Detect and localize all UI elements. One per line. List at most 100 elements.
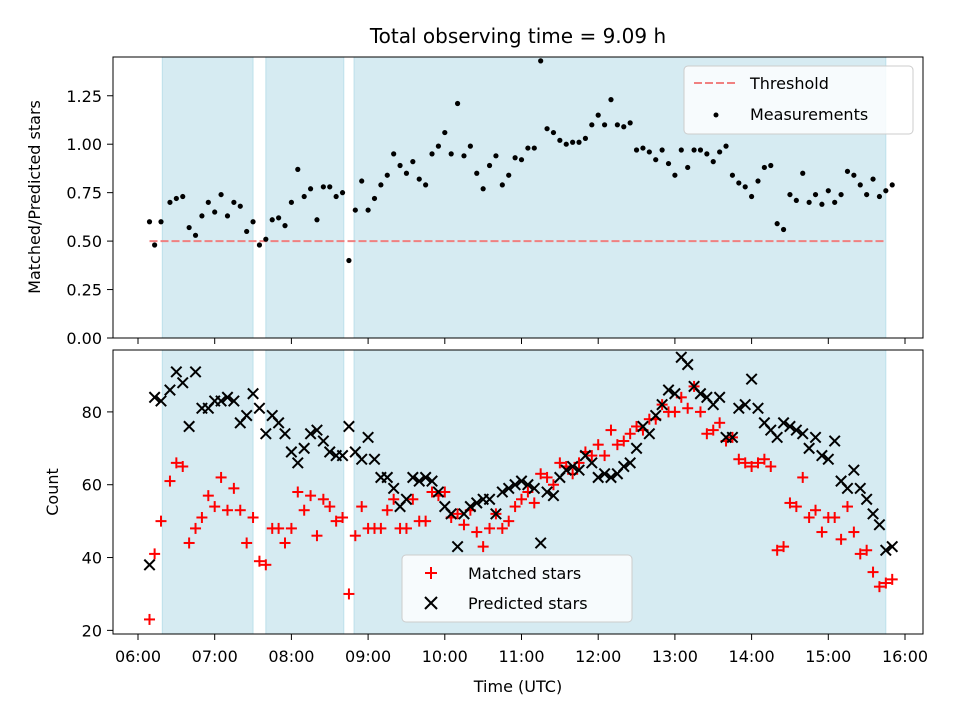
measurement-point [819,201,825,207]
matched-stars-point [694,406,706,418]
measurement-point [627,120,633,126]
legend-predicted-label: Predicted stars [468,594,588,613]
legend-threshold-label: Threshold [749,74,829,93]
predicted-stars-point [732,402,745,415]
measurement-point [442,129,448,136]
predicted-stars-point [291,456,304,469]
legend-matched-swatch [425,567,437,579]
measurement-point [787,191,793,198]
measurement-point [857,182,863,188]
predicted-stars-point [502,482,515,495]
predicted-stars-point [694,387,707,400]
predicted-stars-point [298,442,311,455]
measurement-point [589,122,595,128]
predicted-stars-point [777,416,790,429]
matched-stars-point [458,519,470,531]
matched-stars-point [509,501,521,513]
measurement-point [844,168,851,174]
x-tick-label: 07:00 [192,647,238,666]
matched-stars-point [714,417,726,429]
y-axis-label: Matched/Predicted stars [25,100,44,294]
predicted-stars-point [726,431,739,444]
matched-stars-point [733,453,745,465]
matched-stars-point [611,439,623,451]
measurement-point [806,199,812,205]
predicted-stars-point [796,427,809,440]
matched-stars-point [631,420,643,432]
matched-stars-point [452,508,464,520]
matched-stars-point [829,511,841,523]
measurement-point [742,184,748,190]
predicted-stars-point [221,391,234,404]
predicted-stars-point [784,420,796,433]
measurement-point [416,176,422,182]
matched-stars-point [471,526,483,538]
matched-stars-point [835,533,847,545]
predicted-stars-point [560,464,573,477]
y-tick-label: 0.25 [66,281,102,300]
measurement-point [557,137,563,143]
matched-stars-point [420,515,432,527]
predicted-stars-point [841,482,854,495]
matched-stars-point [155,515,167,527]
predicted-stars-point [515,475,528,487]
y-tick-label: 20 [82,621,102,640]
measurement-point [531,145,537,151]
predicted-stars-point [886,540,899,553]
predicted-stars-point [451,540,464,553]
matched-stars-point [778,541,790,553]
predicted-stars-point [143,558,156,571]
predicted-stars-point [400,493,413,506]
matched-stars-point [144,613,156,625]
predicted-stars-point [304,427,317,440]
measurement-point [633,147,640,153]
measurement-point [621,124,627,130]
matched-stars-point [496,522,508,534]
measurement-point [263,236,269,242]
count-panel: 20 40 60 80 06:00 07:00 08:00 09:00 10:00 11:00 1… [43,349,928,696]
x-tick-label: 10:00 [422,647,468,666]
predicted-stars-series [143,351,899,571]
matched-stars-point [164,475,176,487]
measurement-point [180,193,186,200]
predicted-stars-point [419,471,432,484]
measurement-point [710,159,716,165]
matched-stars-point [624,428,636,440]
measurement-point [333,193,339,200]
predicted-stars-point [605,471,617,484]
measurement-point [563,141,569,147]
measurement-point [250,219,256,225]
x-tick-label: 13:00 [652,647,698,666]
predicted-stars-point [148,391,161,404]
matched-stars-point [407,493,419,505]
matched-stars-point [439,486,451,498]
matched-stars-point [790,501,802,513]
matched-stars-point [349,530,361,542]
predicted-stars-point [803,442,816,455]
matched-stars-point [400,522,412,534]
predicted-stars-point [566,460,579,473]
measurement-point [218,191,224,198]
matched-stars-point [841,501,853,513]
predicted-stars-point [745,373,758,386]
predicted-stars-point [464,500,477,513]
matched-stars-point [752,457,764,469]
plot-frame [112,349,924,635]
measurement-point [614,122,620,128]
predicted-stars-point [413,475,426,487]
legend: Threshold Measurements [683,65,914,135]
matched-stars-point [343,588,355,600]
measurement-point [525,145,531,151]
predicted-stars-point [656,398,669,411]
matched-stars-point [215,471,227,483]
measurement-point [768,162,774,169]
x-tick-label: 11:00 [498,647,544,666]
matched-stars-point [592,439,604,451]
measurement-point [352,207,358,213]
matched-stars-point [746,461,758,473]
measurement-point [397,162,403,169]
predicted-stars-point [822,453,835,466]
matched-stars-point [503,515,515,527]
measurement-point [659,147,665,153]
matched-stars-point [861,544,873,556]
